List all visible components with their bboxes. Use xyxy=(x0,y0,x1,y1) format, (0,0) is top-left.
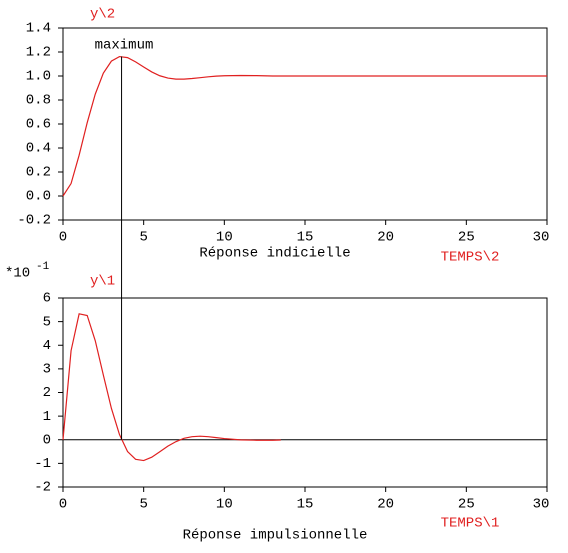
y-scale-exponent: -1 xyxy=(36,261,50,273)
x-variable-label: TEMPS\2 xyxy=(441,250,500,266)
x-axis-label: Réponse impulsionnelle xyxy=(183,528,368,544)
x-tick-label: 5 xyxy=(139,497,147,513)
y-tick-label: 0.8 xyxy=(26,93,51,109)
data-line xyxy=(62,313,281,462)
y-axis-label: y\2 xyxy=(90,7,115,23)
x-tick-label: 30 xyxy=(533,230,550,246)
x-tick-label: 15 xyxy=(297,497,314,513)
x-tick-label: 0 xyxy=(59,497,67,513)
y-tick-label: 6 xyxy=(43,291,51,307)
data-line xyxy=(62,55,547,197)
x-tick-label: 25 xyxy=(458,230,475,246)
x-tick-label: 15 xyxy=(297,230,314,246)
x-tick-label: 30 xyxy=(533,497,550,513)
x-tick-label: 10 xyxy=(216,230,233,246)
y-tick-label: 3 xyxy=(43,362,51,378)
y-tick-label: 4 xyxy=(43,338,51,354)
y-tick-label: -2 xyxy=(34,480,51,496)
y-tick-label: -1 xyxy=(34,456,51,472)
x-tick-label: 20 xyxy=(377,497,394,513)
x-tick-label: 0 xyxy=(59,230,67,246)
y-scale-label: *10 xyxy=(5,266,30,282)
x-axis-label: Réponse indicielle xyxy=(199,246,350,262)
annotation-text: maximum xyxy=(95,38,154,54)
y-axis-label: y\1 xyxy=(90,274,115,290)
y-tick-label: 1.2 xyxy=(26,45,51,61)
y-tick-label: 1.4 xyxy=(26,21,51,37)
y-tick-label: 0 xyxy=(43,432,51,448)
y-tick-label: 2 xyxy=(43,385,51,401)
y-tick-label: 5 xyxy=(43,314,51,330)
x-variable-label: TEMPS\1 xyxy=(441,516,500,532)
x-tick-label: 25 xyxy=(458,497,475,513)
y-tick-label: 0.2 xyxy=(26,165,51,181)
y-tick-label: 0.6 xyxy=(26,117,51,133)
y-tick-label: 0.0 xyxy=(26,189,51,205)
x-tick-label: 20 xyxy=(377,230,394,246)
y-tick-label: 1 xyxy=(43,409,51,425)
y-tick-label: 1.0 xyxy=(26,69,51,85)
x-tick-label: 10 xyxy=(216,497,233,513)
y-tick-label: -0.2 xyxy=(17,213,51,229)
x-tick-label: 5 xyxy=(139,230,147,246)
plot-frame xyxy=(62,27,548,221)
y-tick-label: 0.4 xyxy=(26,141,51,157)
